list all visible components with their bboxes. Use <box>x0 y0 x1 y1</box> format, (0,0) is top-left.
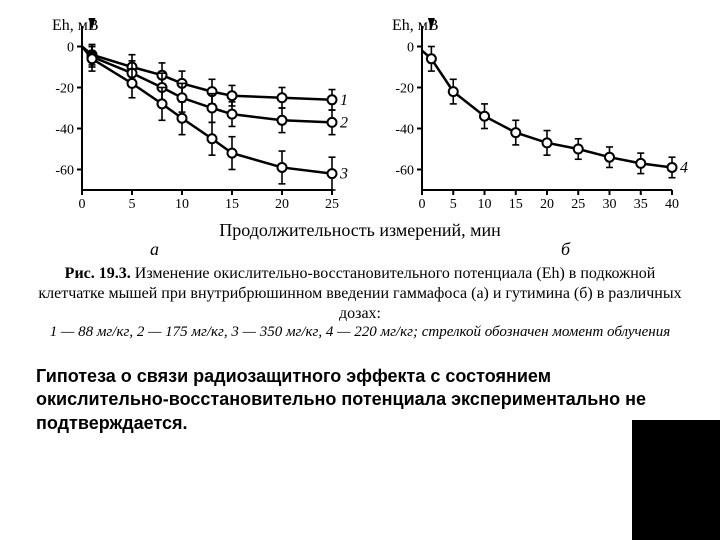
svg-text:3: 3 <box>339 166 348 183</box>
chart-b: Eh, мВ0-20-40-6005101520253035404 <box>370 18 690 218</box>
figure-legend: 1 — 88 мг/кг, 2 — 175 мг/кг, 3 — 350 мг/… <box>0 324 720 341</box>
figure-caption: Рис. 19.3. Изменение окислительно-восста… <box>0 260 720 324</box>
svg-text:0: 0 <box>407 41 414 56</box>
legend-text: 1 — 88 мг/кг, 2 — 175 мг/кг, 3 — 350 мг/… <box>50 324 670 340</box>
caption-body: Изменение окислительно-восстановительног… <box>38 265 681 322</box>
panel-letter-a: a <box>150 239 159 260</box>
svg-text:-60: -60 <box>395 164 414 179</box>
hypothesis-text: Гипотеза о связи радиозащитного эффекта … <box>0 341 720 435</box>
svg-text:-20: -20 <box>395 82 414 97</box>
caption-head: Рис. 19.3. <box>65 265 131 282</box>
svg-text:25: 25 <box>571 197 585 212</box>
svg-text:30: 30 <box>603 197 617 212</box>
svg-text:4: 4 <box>680 159 688 176</box>
svg-text:0: 0 <box>79 197 86 212</box>
svg-text:10: 10 <box>478 197 492 212</box>
x-axis-label: Продолжительность измерений, мин <box>0 220 720 241</box>
svg-text:15: 15 <box>509 197 523 212</box>
svg-text:20: 20 <box>275 197 289 212</box>
svg-text:0: 0 <box>419 197 426 212</box>
svg-text:10: 10 <box>175 197 189 212</box>
svg-text:5: 5 <box>129 197 136 212</box>
svg-text:35: 35 <box>634 197 648 212</box>
svg-text:20: 20 <box>540 197 554 212</box>
svg-text:15: 15 <box>225 197 239 212</box>
svg-text:-40: -40 <box>395 123 414 138</box>
svg-text:-20: -20 <box>55 82 74 97</box>
svg-text:40: 40 <box>665 197 679 212</box>
panel-letter-b: б <box>561 239 570 260</box>
svg-text:0: 0 <box>67 41 74 56</box>
black-box <box>632 420 720 540</box>
svg-text:1: 1 <box>340 92 348 109</box>
svg-text:25: 25 <box>325 197 339 212</box>
svg-text:-40: -40 <box>55 123 74 138</box>
svg-text:5: 5 <box>450 197 457 212</box>
svg-text:2: 2 <box>340 114 348 131</box>
chart-a: Eh, мВ0-20-40-600510152025123 <box>30 18 350 218</box>
svg-text:-60: -60 <box>55 164 74 179</box>
